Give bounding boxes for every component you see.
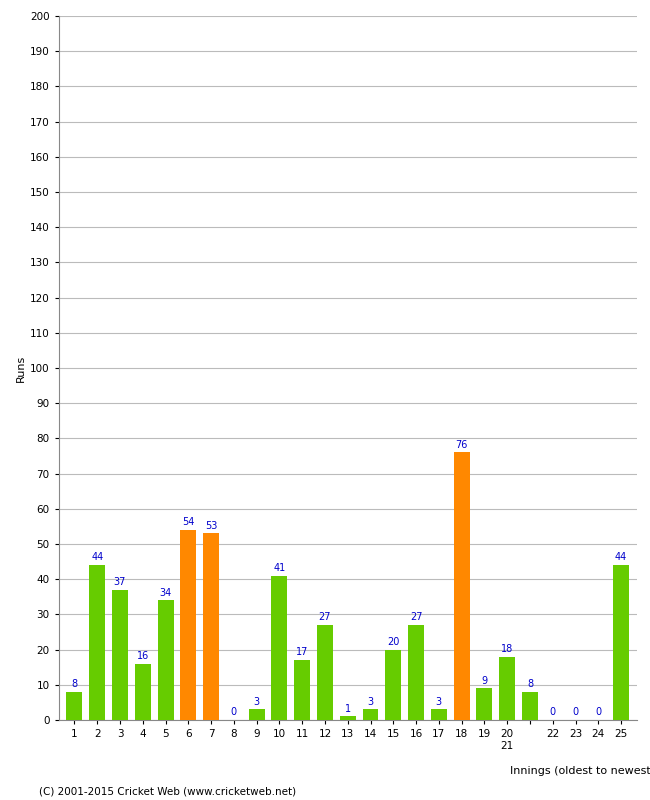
Text: 76: 76 — [456, 440, 468, 450]
Bar — [249, 710, 265, 720]
Text: 0: 0 — [231, 707, 237, 717]
Text: (C) 2001-2015 Cricket Web (www.cricketweb.net): (C) 2001-2015 Cricket Web (www.cricketwe… — [39, 786, 296, 796]
Bar — [522, 692, 538, 720]
Bar — [294, 660, 310, 720]
Bar — [112, 590, 128, 720]
Bar — [89, 565, 105, 720]
Text: 44: 44 — [615, 552, 627, 562]
Text: 9: 9 — [482, 675, 488, 686]
Text: 17: 17 — [296, 647, 308, 658]
Text: 8: 8 — [72, 679, 77, 689]
Text: 3: 3 — [254, 697, 260, 706]
Bar — [454, 453, 469, 720]
Bar — [135, 664, 151, 720]
Bar — [613, 565, 629, 720]
Text: 0: 0 — [550, 707, 556, 717]
Bar — [203, 534, 219, 720]
Text: 3: 3 — [367, 697, 374, 706]
Text: 8: 8 — [527, 679, 533, 689]
Bar — [408, 625, 424, 720]
Text: 16: 16 — [136, 651, 149, 661]
Text: 54: 54 — [182, 517, 194, 527]
Text: 27: 27 — [318, 612, 332, 622]
Bar — [317, 625, 333, 720]
Text: 34: 34 — [159, 587, 172, 598]
Bar — [340, 717, 356, 720]
Text: 0: 0 — [573, 707, 578, 717]
Text: 44: 44 — [91, 552, 103, 562]
Bar — [476, 688, 493, 720]
Text: 41: 41 — [273, 563, 285, 573]
Text: 27: 27 — [410, 612, 422, 622]
Bar — [363, 710, 378, 720]
Bar — [499, 657, 515, 720]
Text: 20: 20 — [387, 637, 400, 646]
Y-axis label: Runs: Runs — [16, 354, 25, 382]
Bar — [66, 692, 83, 720]
Text: 0: 0 — [595, 707, 601, 717]
Bar — [157, 600, 174, 720]
Text: 18: 18 — [501, 644, 514, 654]
Text: 3: 3 — [436, 697, 442, 706]
Text: 37: 37 — [114, 577, 126, 587]
Bar — [180, 530, 196, 720]
Bar — [272, 576, 287, 720]
Text: 1: 1 — [344, 704, 351, 714]
Text: 53: 53 — [205, 521, 217, 530]
Bar — [431, 710, 447, 720]
Bar — [385, 650, 401, 720]
Text: Innings (oldest to newest): Innings (oldest to newest) — [510, 766, 650, 776]
